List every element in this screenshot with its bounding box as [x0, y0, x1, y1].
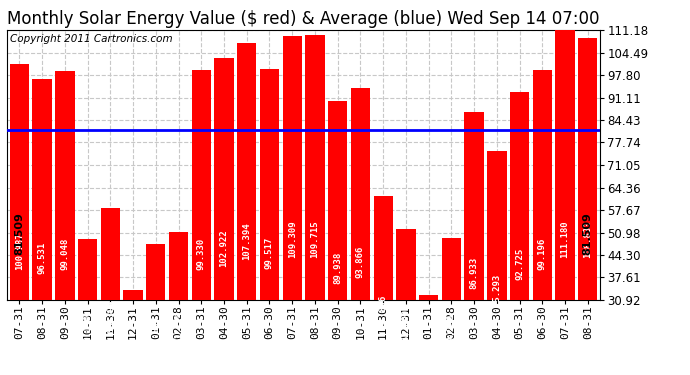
- Bar: [487, 151, 506, 375]
- Bar: [464, 112, 484, 375]
- Text: 92.725: 92.725: [515, 248, 524, 280]
- Title: Monthly Solar Energy Value ($ red) & Average (blue) Wed Sep 14 07:00: Monthly Solar Energy Value ($ red) & Ave…: [8, 10, 600, 28]
- Bar: [283, 36, 302, 375]
- Bar: [578, 38, 598, 375]
- Bar: [124, 290, 143, 375]
- Text: 58.394: 58.394: [106, 300, 115, 332]
- Text: 96.531: 96.531: [38, 242, 47, 274]
- Bar: [169, 232, 188, 375]
- Bar: [55, 71, 75, 375]
- Bar: [32, 79, 52, 375]
- Text: 109.715: 109.715: [310, 220, 319, 258]
- Text: 47.597: 47.597: [151, 316, 160, 348]
- Text: 81.509: 81.509: [14, 212, 24, 255]
- Text: 49.110: 49.110: [83, 314, 92, 346]
- Bar: [146, 244, 166, 375]
- Text: 99.196: 99.196: [538, 238, 546, 270]
- Text: 89.938: 89.938: [333, 252, 342, 284]
- Bar: [351, 88, 370, 375]
- Text: 51.224: 51.224: [174, 310, 183, 343]
- Text: 99.517: 99.517: [265, 237, 274, 270]
- Bar: [192, 70, 211, 375]
- Bar: [237, 43, 257, 375]
- Text: 93.866: 93.866: [356, 246, 365, 278]
- Bar: [78, 239, 97, 375]
- Bar: [328, 102, 347, 375]
- Text: 102.922: 102.922: [219, 230, 228, 267]
- Bar: [533, 70, 552, 375]
- Bar: [510, 92, 529, 375]
- Text: 111.180: 111.180: [560, 220, 569, 258]
- Bar: [260, 69, 279, 375]
- Bar: [215, 58, 234, 375]
- Text: 32.493: 32.493: [424, 339, 433, 371]
- Text: 99.048: 99.048: [61, 238, 70, 270]
- Text: 108.833: 108.833: [583, 220, 592, 258]
- Bar: [10, 64, 29, 375]
- Text: 81.509: 81.509: [583, 212, 593, 255]
- Text: 99.330: 99.330: [197, 237, 206, 270]
- Bar: [101, 208, 120, 375]
- Bar: [396, 229, 415, 375]
- Bar: [305, 35, 324, 375]
- Bar: [419, 295, 438, 375]
- Bar: [373, 196, 393, 375]
- Text: 49.286: 49.286: [447, 313, 456, 345]
- Text: 61.806: 61.806: [379, 294, 388, 327]
- Text: 86.933: 86.933: [470, 256, 479, 288]
- Text: 33.910: 33.910: [128, 336, 137, 369]
- Text: 109.309: 109.309: [288, 220, 297, 258]
- Bar: [442, 238, 461, 375]
- Text: 100.987: 100.987: [15, 232, 24, 270]
- Text: 75.293: 75.293: [493, 274, 502, 306]
- Text: 52.090: 52.090: [402, 309, 411, 341]
- Text: 107.394: 107.394: [242, 223, 251, 260]
- Text: Copyright 2011 Cartronics.com: Copyright 2011 Cartronics.com: [10, 34, 172, 44]
- Bar: [555, 30, 575, 375]
